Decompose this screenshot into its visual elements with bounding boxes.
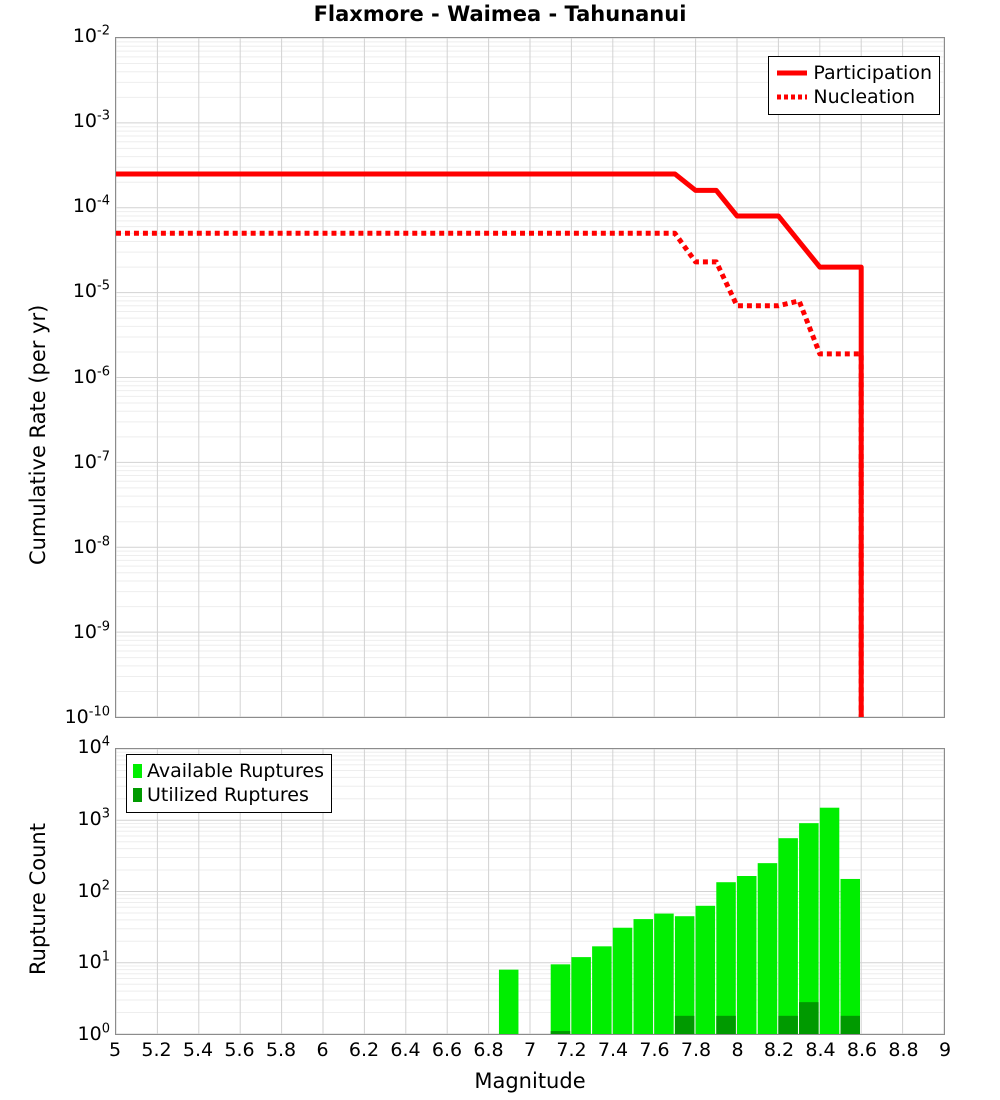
bar-available — [674, 916, 695, 1034]
bar-available — [592, 946, 612, 1034]
x-tick-labels: 5 5.2 5.4 5.6 5.8 6 6.2 6.4 6.6 6.8 7 7.2 7.4 7.6 7.8 8… — [109, 1039, 951, 1065]
legend-entry: Available Ruptures — [133, 759, 324, 783]
cumulative-rate-plot: Participation Nucleation — [115, 37, 945, 718]
bar-utilized — [799, 1002, 819, 1034]
y-tick-label: 102 — [77, 878, 110, 902]
y-tick-label: 10-6 — [72, 364, 110, 388]
dotted-line-icon — [775, 88, 809, 106]
y-tick-label: 10-3 — [72, 108, 110, 133]
y-tick-label: 104 — [77, 734, 110, 758]
y-tick-label: 10-10 — [64, 704, 110, 728]
x-tick-label: 5 — [108, 1039, 122, 1061]
x-tick-label: 5.6 — [224, 1039, 255, 1061]
bar-available — [737, 876, 757, 1034]
x-tick-label: 5.2 — [141, 1039, 172, 1061]
legend-label: Available Ruptures — [147, 759, 324, 782]
legend-label: Participation — [813, 61, 932, 84]
x-tick-label: 8.6 — [846, 1039, 878, 1061]
bottom-y-axis-title: Rupture Count — [26, 823, 50, 975]
y-tick-label: 10-9 — [72, 619, 110, 643]
bar-available — [550, 964, 571, 1034]
x-tick-label: 7.2 — [556, 1039, 587, 1061]
x-tick-label: 7.4 — [597, 1039, 629, 1061]
bar-available — [633, 919, 654, 1034]
x-tick-label: 8.8 — [888, 1039, 919, 1061]
bar-available — [819, 807, 840, 1034]
bar-available — [778, 838, 798, 1034]
bottom-legend: Available Ruptures Utilized Ruptures — [126, 754, 332, 813]
bar-available — [571, 957, 591, 1034]
legend-entry: Nucleation — [775, 85, 932, 109]
top-legend: Participation Nucleation — [768, 56, 940, 115]
bar-available — [654, 913, 674, 1034]
legend-entry: Utilized Ruptures — [133, 783, 324, 807]
y-tick-label: 103 — [77, 806, 110, 830]
bar-available — [612, 927, 633, 1034]
top-y-axis-title: Cumulative Rate (per yr) — [26, 304, 50, 565]
bar-utilized — [550, 1031, 571, 1034]
x-tick-label: 6.2 — [348, 1039, 380, 1061]
y-tick-label: 100 — [77, 1021, 110, 1045]
legend-label: Utilized Ruptures — [147, 783, 309, 806]
color-swatch-icon — [133, 764, 142, 778]
bar-available — [840, 878, 861, 1034]
x-tick-label: 6.8 — [473, 1039, 504, 1061]
rupture-count-plot: Available Ruptures Utilized Ruptures — [115, 748, 945, 1035]
bar-utilized — [778, 1015, 798, 1034]
bar-available — [716, 882, 736, 1034]
bar-utilized — [716, 1015, 736, 1034]
x-tick-label: 7.6 — [639, 1039, 670, 1061]
bar-available — [757, 863, 778, 1034]
y-tick-label: 10-2 — [72, 23, 110, 47]
x-tick-label: 8.2 — [763, 1039, 795, 1061]
x-tick-label: 6.4 — [390, 1039, 421, 1061]
x-tick-label: 8 — [731, 1039, 744, 1061]
y-tick-label: 10-7 — [72, 449, 110, 473]
series-participation — [116, 171, 864, 717]
bar-available — [498, 969, 519, 1034]
bar-utilized — [840, 1015, 861, 1034]
legend-entry: Participation — [775, 61, 932, 85]
x-tick-label: 6 — [316, 1039, 329, 1061]
x-tick-label: 5.4 — [182, 1039, 214, 1061]
x-tick-label: 7.8 — [680, 1039, 712, 1061]
solid-line-icon — [775, 64, 809, 82]
x-axis-title: Magnitude — [474, 1069, 586, 1093]
x-tick-label: 7 — [523, 1039, 537, 1061]
color-swatch-icon — [133, 788, 142, 802]
x-tick-label: 9 — [938, 1039, 952, 1061]
x-tick-label: 8.4 — [805, 1039, 836, 1061]
page-title: Flaxmore - Waimea - Tahunanui — [313, 2, 687, 26]
bottom-series-layer — [116, 749, 944, 1034]
legend-label: Nucleation — [813, 85, 916, 108]
x-tick-label: 6.6 — [431, 1039, 463, 1061]
y-tick-label: 10-5 — [72, 279, 110, 303]
top-series-layer — [116, 38, 944, 717]
y-tick-label: 10-8 — [72, 534, 110, 558]
bar-utilized — [674, 1015, 695, 1034]
series-nucleation — [116, 230, 864, 717]
bar-available — [695, 905, 716, 1034]
top-y-tick-labels: 10-2 10-3 10-4 10-5 10-6 10-7 10-8 10-9 10-10 — [48, 0, 110, 760]
y-tick-label: 10-4 — [72, 193, 110, 218]
bottom-y-tick-labels: 104 103 102 101 100 — [48, 0, 110, 1100]
bar-available — [799, 823, 819, 1034]
y-tick-label: 101 — [77, 949, 110, 974]
x-tick-label: 5.8 — [265, 1039, 297, 1061]
